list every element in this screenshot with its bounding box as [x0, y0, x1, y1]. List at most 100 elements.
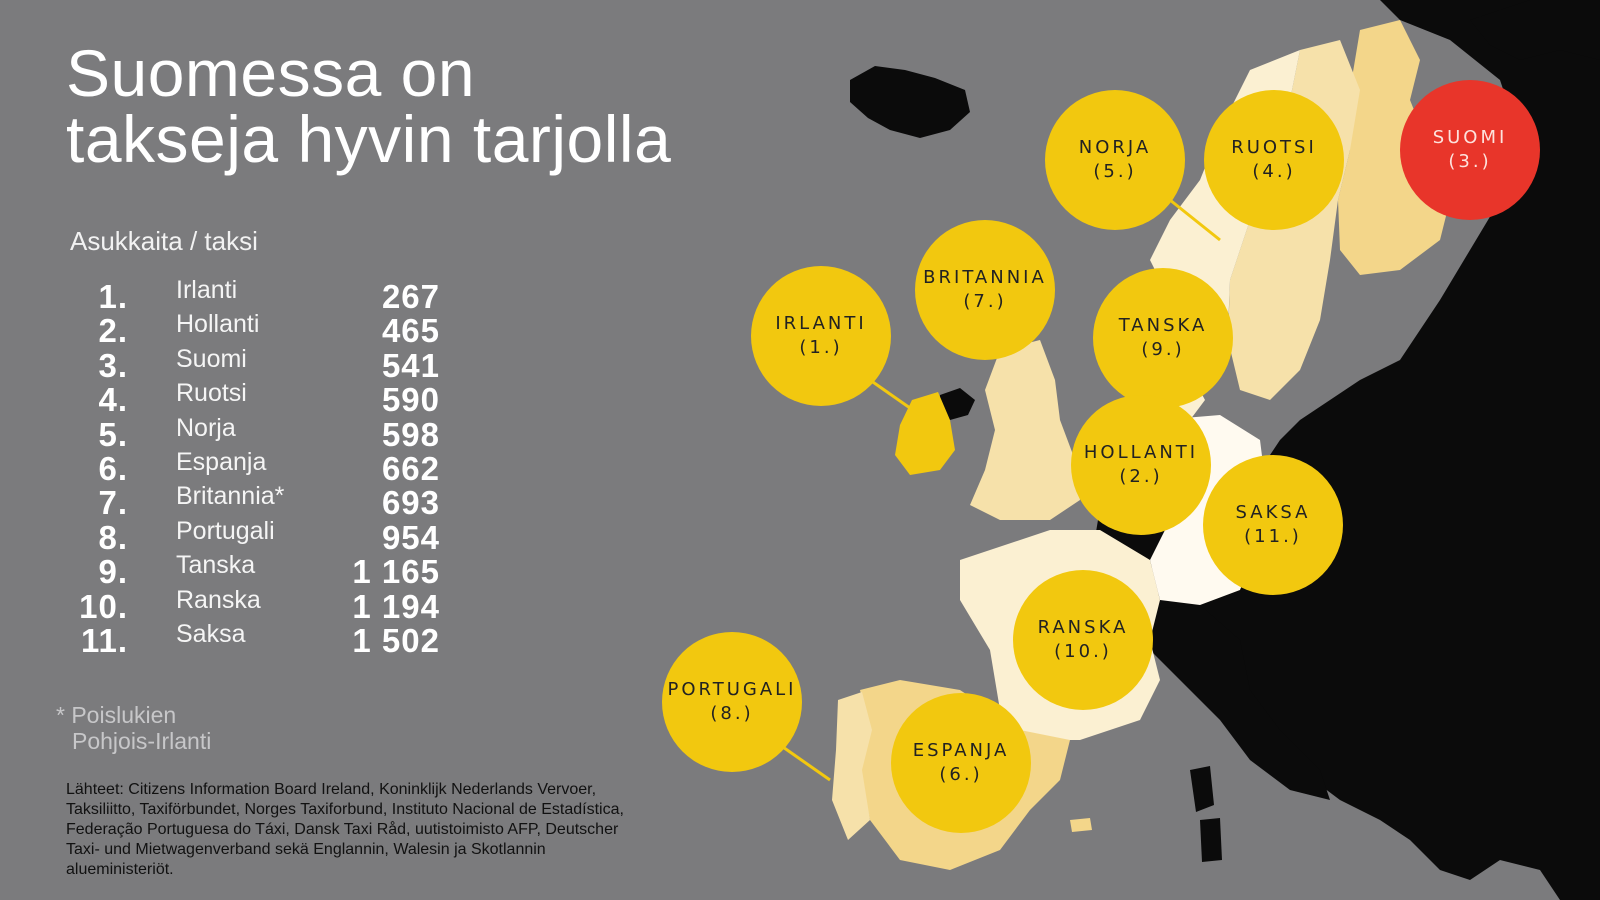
rank-number: 6. [98, 449, 128, 487]
bubble-label: RUOTSI [1231, 137, 1317, 158]
footnote-line: * Poislukien [56, 702, 177, 728]
bubble-label: ESPANJA [912, 740, 1010, 761]
bubble-label: TANSKA [1118, 315, 1208, 336]
rank-country: Britannia* [176, 482, 285, 511]
iceland [850, 66, 970, 138]
bubble-rank: (8.) [710, 703, 754, 724]
ranking-list: 1. Irlanti 267 2. Hollanti 465 3. Suomi … [60, 276, 440, 659]
bubble-rank: (9.) [1141, 339, 1185, 360]
bubble-norja: NORJA (5.) [1045, 90, 1185, 230]
other-countries [850, 0, 1600, 900]
rank-country: Saksa [176, 619, 246, 648]
rank-value: 662 [381, 449, 440, 487]
list-item: 8. Portugali 954 [60, 516, 440, 556]
bubble-label: HOLLANTI [1083, 442, 1199, 463]
bubble-label: PORTUGALI [667, 679, 797, 700]
footnote-line: Pohjois-Irlanti [72, 728, 212, 754]
rank-number: 5. [98, 415, 128, 453]
bubble-rank: (4.) [1252, 161, 1296, 182]
bubble-irlanti: IRLANTI (1.) [751, 266, 891, 406]
list-item: 1. Irlanti 267 [60, 276, 440, 315]
footnote: * Poislukien Pohjois-Irlanti [56, 702, 211, 754]
rank-country: Irlanti [176, 276, 238, 304]
rank-value: 1 194 [352, 587, 440, 625]
rank-country: Espanja [176, 447, 267, 476]
pointer-irlanti [869, 378, 921, 417]
rank-number: 9. [98, 553, 128, 591]
bubble-rank: (5.) [1093, 161, 1137, 182]
bubble-label: NORJA [1078, 137, 1152, 158]
list-item: 9. Tanska 1 165 [60, 551, 440, 590]
ireland [895, 392, 955, 475]
rank-country: Tanska [176, 551, 256, 580]
bubble-espanja: ESPANJA (6.) [891, 693, 1031, 833]
bubble-rank: (2.) [1119, 466, 1163, 487]
rank-value: 1 502 [352, 621, 440, 659]
rank-country: Portugali [176, 516, 275, 545]
corsica-sardinia [1190, 766, 1214, 812]
bubble-label: SAKSA [1235, 502, 1311, 523]
rank-value: 267 [381, 278, 440, 315]
bubble-britannia: BRITANNIA (7.) [915, 220, 1055, 360]
page-title: Suomessa on takseja hyvin tarjolla [66, 40, 671, 172]
britain [970, 340, 1080, 520]
rank-number: 1. [98, 278, 128, 315]
bubble-rank: (3.) [1448, 151, 1492, 172]
rank-country: Hollanti [176, 310, 260, 339]
pointer-portugali [779, 743, 831, 782]
bubble-label: SUOMI [1432, 127, 1508, 148]
balearic-islands [1070, 818, 1092, 832]
finland [1338, 20, 1450, 275]
rank-country: Ranska [176, 585, 261, 614]
bubble-saksa: SAKSA (11.) [1203, 455, 1343, 595]
bubble-rank: (10.) [1054, 641, 1112, 662]
rank-value: 590 [381, 381, 440, 419]
list-item: 3. Suomi 541 [60, 344, 440, 384]
title-line: takseja hyvin tarjolla [66, 102, 672, 176]
subtitle: Asukkaita / taksi [70, 226, 258, 256]
bubble-portugali: PORTUGALI (8.) [662, 632, 802, 772]
list-item: 7. Britannia* 693 [60, 482, 440, 521]
rank-number: 11. [80, 621, 128, 659]
rank-number: 8. [98, 518, 128, 556]
italy [1140, 605, 1330, 800]
info-panel: Suomessa on takseja hyvin tarjolla Asukk… [0, 0, 760, 900]
list-item: 2. Hollanti 465 [60, 310, 440, 349]
bubble-hollanti: HOLLANTI (2.) [1071, 395, 1211, 535]
bubble-rank: (7.) [963, 291, 1007, 312]
rank-country: Suomi [176, 344, 247, 373]
bubble-label: IRLANTI [775, 313, 867, 334]
title-line: Suomessa on [66, 36, 476, 110]
sardinia [1200, 818, 1222, 862]
bubble-ruotsi: RUOTSI (4.) [1204, 90, 1344, 230]
bubble-suomi: SUOMI (3.) [1400, 80, 1540, 220]
bubble-rank: (1.) [799, 337, 843, 358]
rank-number: 3. [98, 346, 128, 384]
rank-value: 598 [381, 415, 440, 453]
list-item: 5. Norja 598 [60, 413, 440, 453]
rank-number: 10. [79, 587, 128, 625]
pointer-norja [1169, 198, 1221, 242]
rank-number: 2. [98, 312, 128, 350]
sources-text: Lähteet: Citizens Information Board Irel… [66, 781, 624, 878]
bubble-rank: (6.) [939, 764, 983, 785]
rank-number: 7. [98, 484, 128, 522]
list-item: 11. Saksa 1 502 [60, 619, 440, 659]
rank-value: 693 [381, 484, 440, 522]
bubble-label: RANSKA [1037, 617, 1129, 638]
bubble-tanska: TANSKA (9.) [1093, 268, 1233, 408]
rank-number: 4. [98, 381, 128, 419]
rank-value: 541 [381, 346, 440, 384]
list-item: 6. Espanja 662 [60, 447, 440, 487]
bubble-label: BRITANNIA [923, 267, 1047, 288]
portugal [832, 692, 872, 840]
list-item: 4. Ruotsi 590 [60, 379, 440, 418]
bubble-rank: (11.) [1244, 526, 1302, 547]
list-item: 10. Ranska 1 194 [60, 585, 440, 625]
rank-value: 465 [381, 312, 440, 350]
rank-value: 954 [381, 518, 440, 556]
callout-pointers [779, 198, 1221, 782]
rank-country: Norja [176, 413, 236, 442]
northern-ireland [938, 388, 975, 420]
rank-value: 1 165 [352, 553, 440, 591]
